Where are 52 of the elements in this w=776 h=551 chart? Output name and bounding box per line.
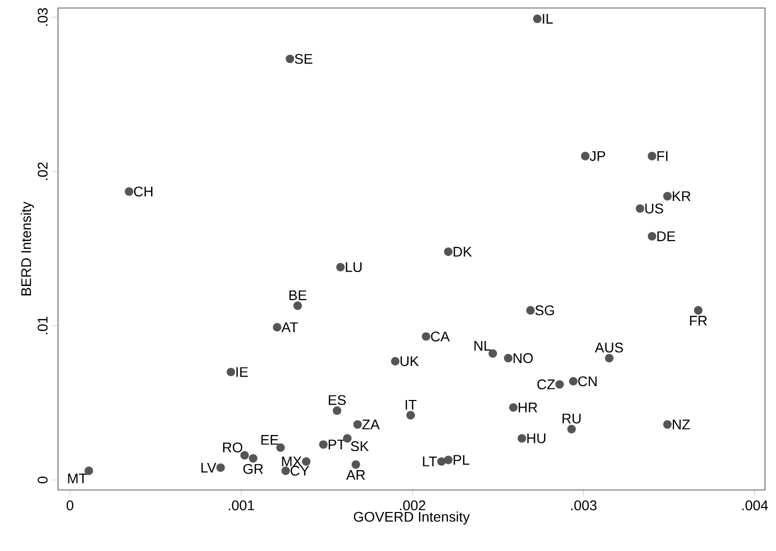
annotation: IE (236, 367, 248, 377)
x-tick-label: .002 (400, 500, 426, 510)
annotation: NZ (672, 420, 690, 430)
annotation: SK (350, 441, 369, 452)
x-tick-label: .004 (742, 500, 768, 510)
annotation: FR (690, 316, 707, 326)
annotation: DK (454, 246, 472, 257)
annotation: UK (400, 356, 419, 366)
annotation: EE (261, 435, 278, 445)
annotation: US (645, 204, 664, 214)
annotation: HR (518, 402, 538, 412)
annotation: MT (68, 474, 87, 484)
annotation: PT (328, 440, 346, 450)
annotation: NL (474, 340, 491, 351)
annotation: PL (454, 455, 470, 465)
annotation: IL (542, 14, 553, 24)
annotation: SG (535, 305, 554, 316)
annotation: CN (578, 376, 597, 386)
annotation: DE (657, 231, 676, 242)
annotation: CY (290, 466, 310, 476)
annotation: FI (657, 151, 668, 161)
annotation: CZ (537, 379, 555, 390)
annotation: KR (672, 191, 690, 201)
y-tick-label: 0 (38, 476, 48, 484)
annotation: AUS (594, 342, 623, 353)
annotation: BE (289, 290, 306, 300)
annotation: ES (328, 395, 346, 405)
x-tick-label: .001 (228, 500, 254, 510)
annotation: CH (134, 186, 152, 197)
x-tick-label: 0 (66, 500, 74, 510)
annotation: HU (527, 433, 546, 444)
annotation: IT (406, 400, 417, 410)
annotation: LU (346, 262, 362, 272)
x-tick-label: .003 (571, 500, 597, 510)
y-tick-label: .03 (38, 8, 48, 26)
annotation: AT (281, 322, 298, 332)
x-axis-title: GOVERD Intensity (354, 511, 470, 525)
y-tick-label: .01 (38, 316, 48, 334)
annotation: GR (243, 464, 263, 474)
annotation: RO (223, 442, 242, 452)
annotation: SE (294, 54, 312, 64)
annotation: AR (346, 470, 365, 480)
annotation: ZA (362, 420, 380, 430)
annotation: LV (201, 462, 216, 472)
annotation: RU (562, 414, 581, 424)
y-tick-label: .02 (38, 162, 48, 180)
annotation: JP (590, 151, 606, 161)
annotation: LT (423, 456, 437, 466)
annotation: MX (282, 456, 302, 466)
y-axis-title: BERD Intensity (20, 202, 34, 296)
annotation: CA (431, 332, 450, 342)
annotation: NO (514, 353, 533, 364)
